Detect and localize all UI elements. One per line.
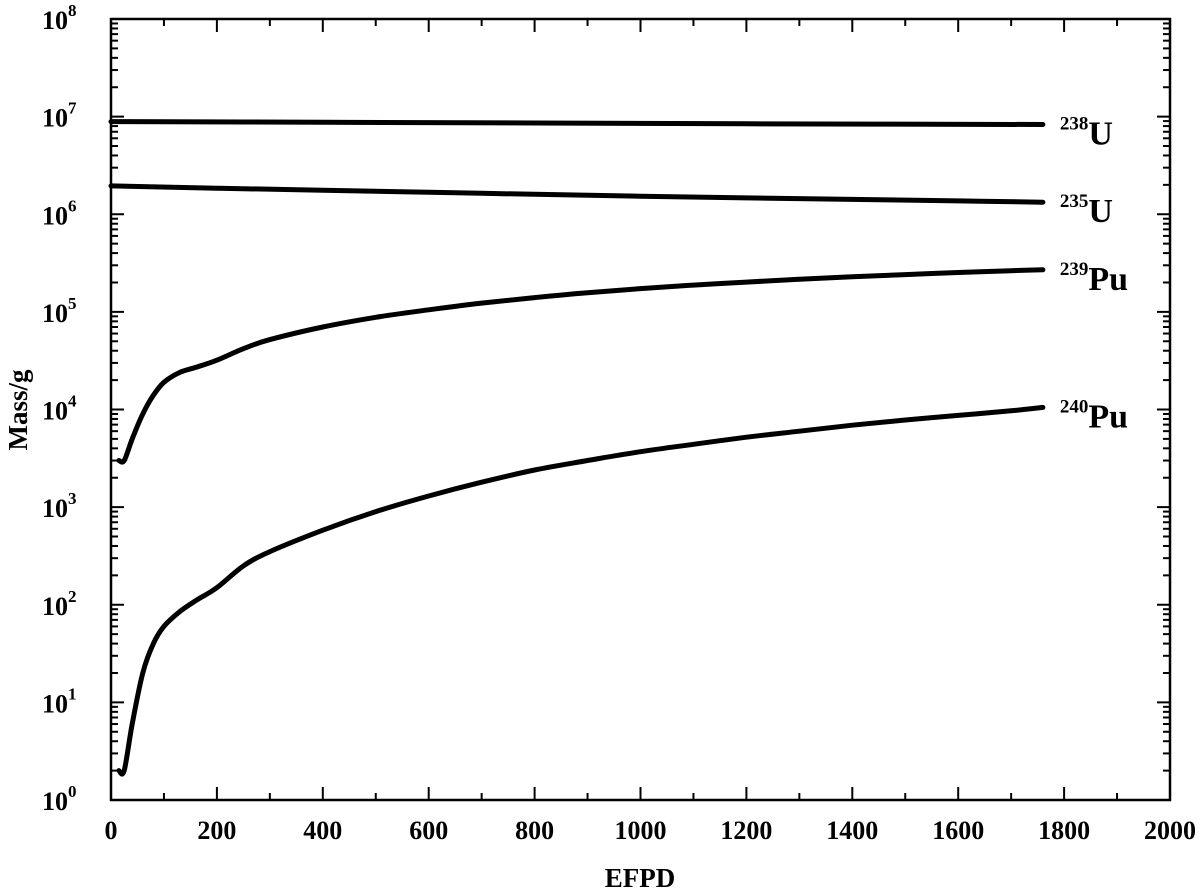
series-line-239Pu (116, 267, 1046, 465)
series-line-238U (108, 119, 1046, 127)
series-line-235U (108, 183, 1046, 205)
series-line-240Pu (116, 404, 1046, 777)
series-label-239Pu: 239Pu (1060, 259, 1128, 298)
x-tick-label: 1800 (1038, 816, 1090, 845)
series-lines (108, 119, 1046, 777)
x-tick-label: 600 (409, 816, 448, 845)
y-tick-label: 101 (42, 684, 77, 718)
x-axis-label: EFPD (605, 863, 676, 891)
x-tick-labels: 0 200 400 600 800 1000 1200 1400 1600 1800 2000 (105, 816, 1197, 845)
y-axis-label: Mass/g (3, 369, 33, 451)
x-tick-label: 2000 (1144, 816, 1196, 845)
x-tick-label: 400 (303, 816, 342, 845)
y-tick-label: 108 (42, 1, 77, 35)
x-tick-label: 0 (105, 816, 118, 845)
y-tick-label: 105 (42, 294, 77, 328)
series-labels: 238U 235U 239Pu 240Pu (1060, 114, 1128, 436)
x-tick-label: 1400 (826, 816, 878, 845)
y-tick-label: 102 (42, 587, 77, 621)
y-tick-label: 104 (42, 392, 77, 426)
y-tick-label: 106 (42, 196, 77, 230)
x-tick-label: 1200 (720, 816, 772, 845)
y-tick-labels: 100 101 102 103 104 105 106 107 108 (42, 1, 77, 816)
y-tick-label: 100 (42, 782, 77, 816)
series-label-240Pu: 240Pu (1060, 396, 1128, 435)
series-label-235U: 235U (1060, 191, 1113, 230)
x-tick-label: 1600 (932, 816, 984, 845)
y-tick-label: 103 (42, 489, 77, 523)
series-label-238U: 238U (1060, 114, 1113, 153)
x-tick-label: 1000 (615, 816, 667, 845)
x-tick-label: 200 (197, 816, 236, 845)
y-tick-label: 107 (42, 99, 77, 133)
axis-ticks (110, 18, 1171, 801)
x-tick-label: 800 (515, 816, 554, 845)
